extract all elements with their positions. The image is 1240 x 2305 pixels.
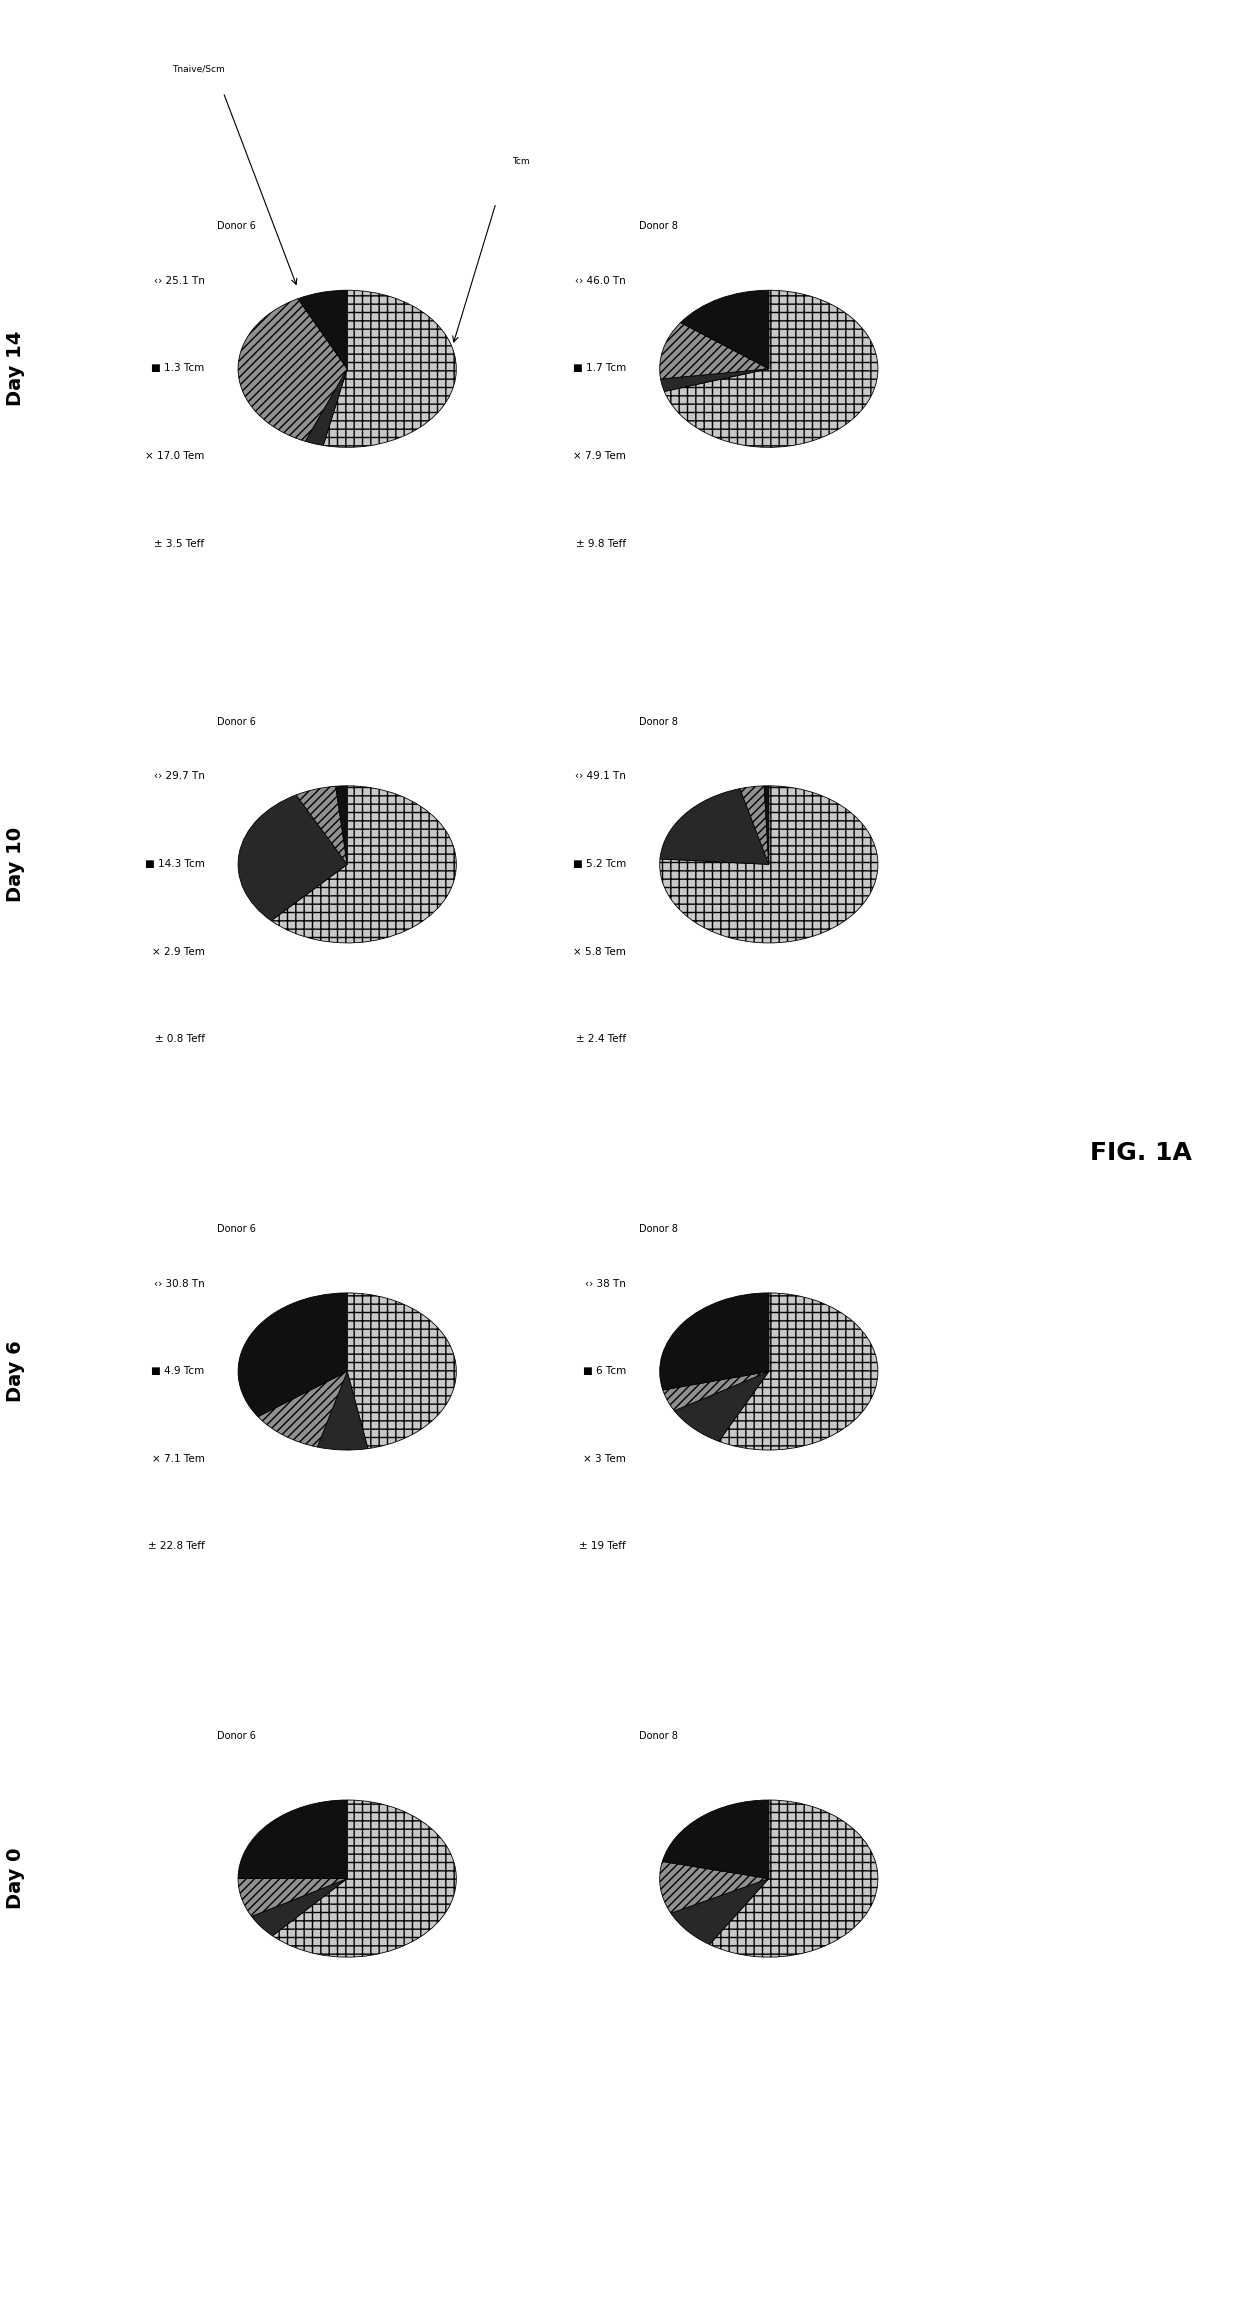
- Wedge shape: [740, 786, 769, 864]
- Wedge shape: [662, 1371, 769, 1411]
- Wedge shape: [719, 1293, 878, 1450]
- Text: × 2.9 Tem: × 2.9 Tem: [151, 947, 205, 957]
- Text: × 7.1 Tem: × 7.1 Tem: [151, 1454, 205, 1464]
- Text: × 5.8 Tem: × 5.8 Tem: [573, 947, 626, 957]
- Text: ± 0.8 Teff: ± 0.8 Teff: [155, 1035, 205, 1044]
- Text: ± 9.8 Teff: ± 9.8 Teff: [577, 539, 626, 549]
- Wedge shape: [660, 786, 878, 943]
- Text: Donor 8: Donor 8: [639, 221, 677, 230]
- Text: ■ 14.3 Tcm: ■ 14.3 Tcm: [145, 860, 205, 869]
- Wedge shape: [273, 1800, 456, 1957]
- Text: Day 14: Day 14: [6, 332, 25, 406]
- Wedge shape: [662, 1800, 769, 1879]
- Wedge shape: [324, 290, 456, 447]
- Text: ± 2.4 Teff: ± 2.4 Teff: [577, 1035, 626, 1044]
- Text: ± 22.8 Teff: ± 22.8 Teff: [148, 1542, 205, 1551]
- Wedge shape: [660, 1862, 769, 1913]
- Text: × 7.9 Tem: × 7.9 Tem: [573, 452, 626, 461]
- Text: Donor 8: Donor 8: [639, 1224, 677, 1233]
- Text: ■ 5.2 Tcm: ■ 5.2 Tcm: [573, 860, 626, 869]
- Wedge shape: [238, 300, 347, 440]
- Text: ‹› 29.7 Tn: ‹› 29.7 Tn: [154, 772, 205, 781]
- Text: Donor 8: Donor 8: [639, 717, 677, 726]
- Wedge shape: [665, 290, 878, 447]
- Wedge shape: [660, 1293, 769, 1390]
- Text: Donor 6: Donor 6: [217, 1731, 255, 1740]
- Text: Donor 6: Donor 6: [217, 717, 255, 726]
- Wedge shape: [305, 369, 347, 445]
- Text: Tnaive/Scm: Tnaive/Scm: [172, 65, 224, 74]
- Wedge shape: [764, 786, 769, 864]
- Text: ± 19 Teff: ± 19 Teff: [579, 1542, 626, 1551]
- Wedge shape: [238, 1800, 347, 1879]
- Wedge shape: [671, 1879, 769, 1945]
- Text: ■ 1.7 Tcm: ■ 1.7 Tcm: [573, 364, 626, 373]
- Wedge shape: [661, 369, 769, 392]
- Wedge shape: [347, 1293, 456, 1448]
- Wedge shape: [675, 1371, 769, 1441]
- Wedge shape: [238, 795, 347, 920]
- Text: × 17.0 Tem: × 17.0 Tem: [145, 452, 205, 461]
- Wedge shape: [272, 786, 456, 943]
- Text: Donor 6: Donor 6: [217, 1224, 255, 1233]
- Text: Day 10: Day 10: [6, 827, 25, 901]
- Text: ‹› 30.8 Tn: ‹› 30.8 Tn: [154, 1279, 205, 1288]
- Wedge shape: [238, 1293, 347, 1418]
- Wedge shape: [336, 786, 347, 864]
- Wedge shape: [298, 290, 347, 369]
- Wedge shape: [681, 290, 769, 369]
- Text: ■ 4.9 Tcm: ■ 4.9 Tcm: [151, 1367, 205, 1376]
- Text: Donor 6: Donor 6: [217, 221, 255, 230]
- Wedge shape: [660, 323, 769, 378]
- Text: ■ 6 Tcm: ■ 6 Tcm: [583, 1367, 626, 1376]
- Text: × 3 Tem: × 3 Tem: [583, 1454, 626, 1464]
- Text: Tcm: Tcm: [512, 157, 529, 166]
- Text: Day 0: Day 0: [6, 1849, 25, 1909]
- Wedge shape: [238, 1879, 347, 1915]
- Wedge shape: [709, 1800, 878, 1957]
- Text: Donor 8: Donor 8: [639, 1731, 677, 1740]
- Text: ‹› 49.1 Tn: ‹› 49.1 Tn: [575, 772, 626, 781]
- Text: ■ 1.3 Tcm: ■ 1.3 Tcm: [151, 364, 205, 373]
- Text: ‹› 25.1 Tn: ‹› 25.1 Tn: [154, 277, 205, 286]
- Wedge shape: [317, 1371, 368, 1450]
- Wedge shape: [296, 786, 347, 864]
- Text: ± 3.5 Teff: ± 3.5 Teff: [155, 539, 205, 549]
- Wedge shape: [660, 788, 769, 864]
- Text: ‹› 38 Tn: ‹› 38 Tn: [585, 1279, 626, 1288]
- Wedge shape: [252, 1879, 347, 1936]
- Text: FIG. 1A: FIG. 1A: [1090, 1141, 1192, 1164]
- Text: Day 6: Day 6: [6, 1342, 25, 1401]
- Text: ‹› 46.0 Tn: ‹› 46.0 Tn: [575, 277, 626, 286]
- Wedge shape: [258, 1371, 347, 1448]
